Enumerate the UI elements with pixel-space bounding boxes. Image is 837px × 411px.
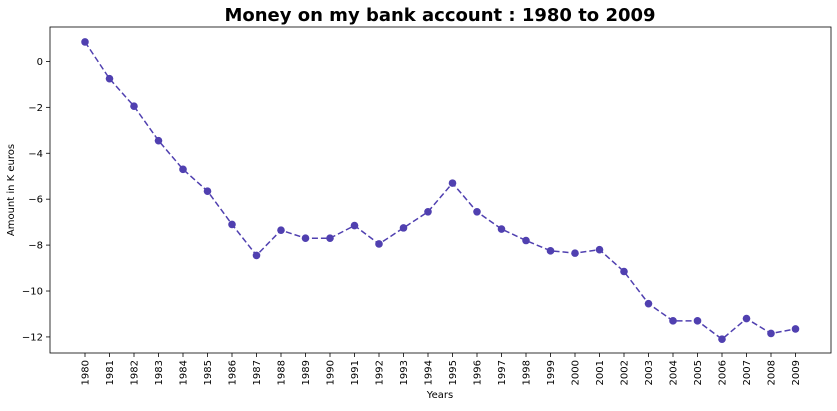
data-point	[473, 208, 481, 216]
y-tick-label: −4	[28, 149, 43, 160]
x-tick-label: 1983	[154, 360, 165, 385]
x-tick-label: 1985	[203, 360, 214, 385]
x-tick-label: 2004	[669, 360, 680, 385]
data-point	[326, 234, 334, 243]
data-point	[228, 220, 236, 229]
chart-title: Money on my bank account : 1980 to 2009	[224, 5, 655, 26]
data-point	[742, 314, 751, 323]
data-point	[595, 245, 604, 254]
data-point	[105, 74, 114, 83]
x-tick-label: 1986	[228, 360, 239, 385]
x-tick-label: 1996	[473, 360, 484, 385]
x-tick-label: 1993	[399, 360, 410, 385]
x-tick-label: 2009	[791, 360, 802, 385]
y-tick-label: 0	[37, 57, 43, 68]
series-line	[84, 41, 796, 341]
data-point	[546, 247, 555, 255]
x-tick-label: 1988	[277, 360, 288, 385]
data-point	[252, 251, 261, 260]
x-tick-label: 2003	[644, 360, 655, 385]
data-point	[130, 102, 138, 111]
data-point	[644, 299, 653, 308]
x-tick-label: 1998	[522, 360, 533, 385]
x-tick-label: 1991	[350, 360, 361, 385]
x-tick-label: 2007	[742, 360, 753, 385]
x-tick-label: 2006	[718, 360, 729, 385]
data-point	[154, 136, 163, 145]
plot-area	[49, 26, 832, 354]
data-point	[571, 249, 579, 257]
data-point	[620, 267, 628, 276]
x-tick-label: 1999	[546, 360, 557, 385]
y-tick-label: −10	[22, 287, 43, 298]
data-point	[375, 240, 383, 248]
data-point	[718, 335, 726, 344]
data-point	[301, 234, 310, 243]
data-point	[399, 224, 408, 232]
x-tick-label: 1982	[130, 360, 141, 385]
data-point	[81, 38, 89, 46]
x-tick-label: 1995	[448, 360, 459, 385]
x-tick-label: 1990	[326, 360, 337, 385]
y-axis-label: Amount in K euros	[6, 144, 17, 236]
data-point	[693, 317, 702, 325]
x-tick-label: 2002	[620, 360, 631, 385]
data-point	[791, 325, 800, 333]
x-tick-label: 2000	[571, 360, 582, 385]
data-point	[522, 236, 530, 245]
x-tick-label: 1989	[301, 360, 312, 385]
data-point	[767, 329, 775, 338]
data-point	[203, 187, 212, 195]
x-tick-label: 1981	[105, 360, 116, 385]
y-tick-label: −12	[22, 332, 43, 343]
data-point	[448, 179, 457, 187]
x-tick-label: 1994	[424, 360, 435, 385]
data-point	[179, 165, 187, 174]
y-tick-label: −6	[28, 195, 43, 206]
x-tick-label: 2005	[693, 360, 704, 385]
y-tick-label: −2	[28, 103, 43, 114]
x-tick-label: 2008	[767, 360, 778, 385]
x-axis-label: Years	[426, 390, 453, 401]
x-tick-label: 1987	[252, 360, 263, 385]
data-point	[277, 226, 285, 234]
data-point	[350, 221, 359, 230]
x-tick-label: 1980	[81, 360, 92, 385]
data-point	[669, 317, 677, 325]
x-tick-label: 1992	[375, 360, 386, 385]
data-point	[424, 208, 432, 216]
x-tick-label: 1984	[179, 360, 190, 385]
y-tick-label: −8	[28, 241, 43, 252]
y-axis: 0 −2 −4 −6 −8 −10 −12	[22, 57, 50, 343]
data-point	[497, 225, 506, 233]
x-axis: 1980 1981 1982 1983 1984 1985 1986 1987 1988 1989…	[81, 353, 802, 385]
x-tick-label: 1997	[497, 360, 508, 385]
x-tick-label: 2001	[595, 360, 606, 385]
data-series	[81, 38, 800, 344]
